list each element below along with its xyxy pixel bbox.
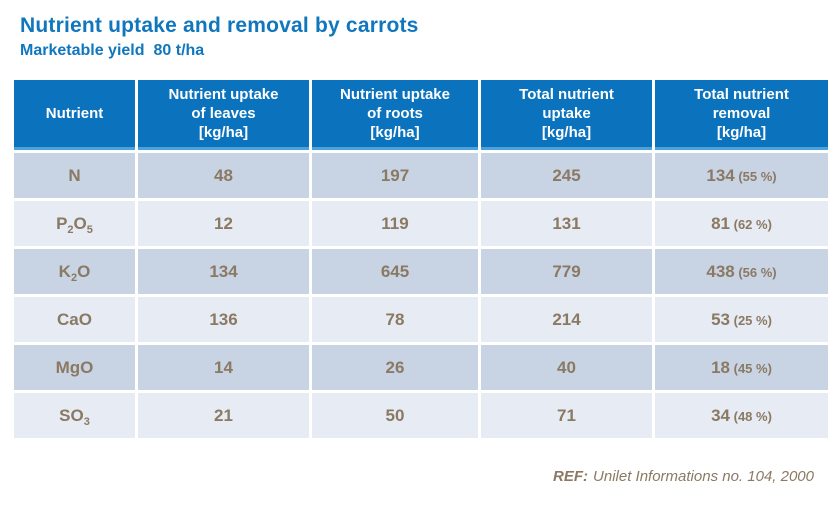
total-uptake-cell: 214: [481, 297, 652, 342]
table-row: P2O5 12 119 131 81 (62 %): [14, 201, 828, 246]
total-uptake-cell: 40: [481, 345, 652, 390]
removal-cell: 438 (56 %): [655, 249, 828, 294]
roots-uptake-cell: 26: [312, 345, 478, 390]
reference: REF: Unilet Informations no. 104, 2000: [553, 468, 814, 485]
removal-value: 53: [711, 309, 730, 329]
reference-label: REF:: [553, 468, 589, 485]
nutrient-cell: MgO: [14, 345, 135, 390]
removal-value: 34: [711, 405, 730, 425]
column-header: Total nutrient uptake [kg/ha]: [481, 80, 652, 150]
removal-value: 134: [706, 165, 735, 185]
total-uptake-cell: 245: [481, 153, 652, 198]
total-uptake-cell: 71: [481, 393, 652, 438]
nutrient-cell: CaO: [14, 297, 135, 342]
total-uptake-cell: 131: [481, 201, 652, 246]
roots-uptake-cell: 645: [312, 249, 478, 294]
roots-uptake-cell: 78: [312, 297, 478, 342]
nutrient-table: Nutrient Nutrient uptake of leaves [kg/ha] N…: [11, 77, 830, 441]
table-row: K2O 134 645 779 438 (56 %): [14, 249, 828, 294]
removal-percent: (45 %): [730, 360, 772, 376]
removal-cell: 18 (45 %): [655, 345, 828, 390]
leaves-uptake-cell: 21: [138, 393, 309, 438]
table-header-row: Nutrient Nutrient uptake of leaves [kg/ha] N…: [14, 80, 828, 150]
subtitle-value: 80 t/ha: [153, 42, 205, 59]
leaves-uptake-cell: 136: [138, 297, 309, 342]
removal-percent: (55 %): [734, 168, 777, 184]
table-row: CaO 136 78 214 53 (25 %): [14, 297, 828, 342]
column-header: Total nutrient removal [kg/ha]: [655, 80, 828, 150]
column-header: Nutrient uptake of leaves [kg/ha]: [138, 80, 309, 150]
leaves-uptake-cell: 14: [138, 345, 309, 390]
roots-uptake-cell: 119: [312, 201, 478, 246]
removal-value: 81: [711, 213, 730, 233]
nutrient-cell: SO3: [14, 393, 135, 438]
reference-text: Unilet Informations no. 104, 2000: [593, 468, 814, 485]
table-row: MgO 14 26 40 18 (45 %): [14, 345, 828, 390]
table-row: SO3 21 50 71 34 (48 %): [14, 393, 828, 438]
page-subtitle: Marketable yield 80 t/ha: [0, 38, 830, 60]
table-row: N 48 197 245 134 (55 %): [14, 153, 828, 198]
subtitle-text: Marketable yield: [20, 42, 145, 59]
removal-percent: (48 %): [730, 408, 772, 424]
nutrient-cell: N: [14, 153, 135, 198]
nutrient-cell: P2O5: [14, 201, 135, 246]
leaves-uptake-cell: 48: [138, 153, 309, 198]
removal-value: 438: [706, 261, 735, 281]
removal-cell: 134 (55 %): [655, 153, 828, 198]
roots-uptake-cell: 50: [312, 393, 478, 438]
removal-cell: 53 (25 %): [655, 297, 828, 342]
table-body: N 48 197 245 134 (55 %) P2O5 12 119 131 81 (62 %)…: [14, 153, 828, 438]
page-title: Nutrient uptake and removal by carrots: [20, 14, 419, 37]
removal-percent: (56 %): [734, 264, 777, 280]
removal-cell: 34 (48 %): [655, 393, 828, 438]
total-uptake-cell: 779: [481, 249, 652, 294]
leaves-uptake-cell: 12: [138, 201, 309, 246]
removal-percent: (62 %): [730, 216, 772, 232]
column-header: Nutrient uptake of roots [kg/ha]: [312, 80, 478, 150]
nutrient-cell: K2O: [14, 249, 135, 294]
leaves-uptake-cell: 134: [138, 249, 309, 294]
removal-value: 18: [711, 357, 730, 377]
column-header: Nutrient: [14, 80, 135, 150]
roots-uptake-cell: 197: [312, 153, 478, 198]
removal-percent: (25 %): [730, 312, 772, 328]
removal-cell: 81 (62 %): [655, 201, 828, 246]
